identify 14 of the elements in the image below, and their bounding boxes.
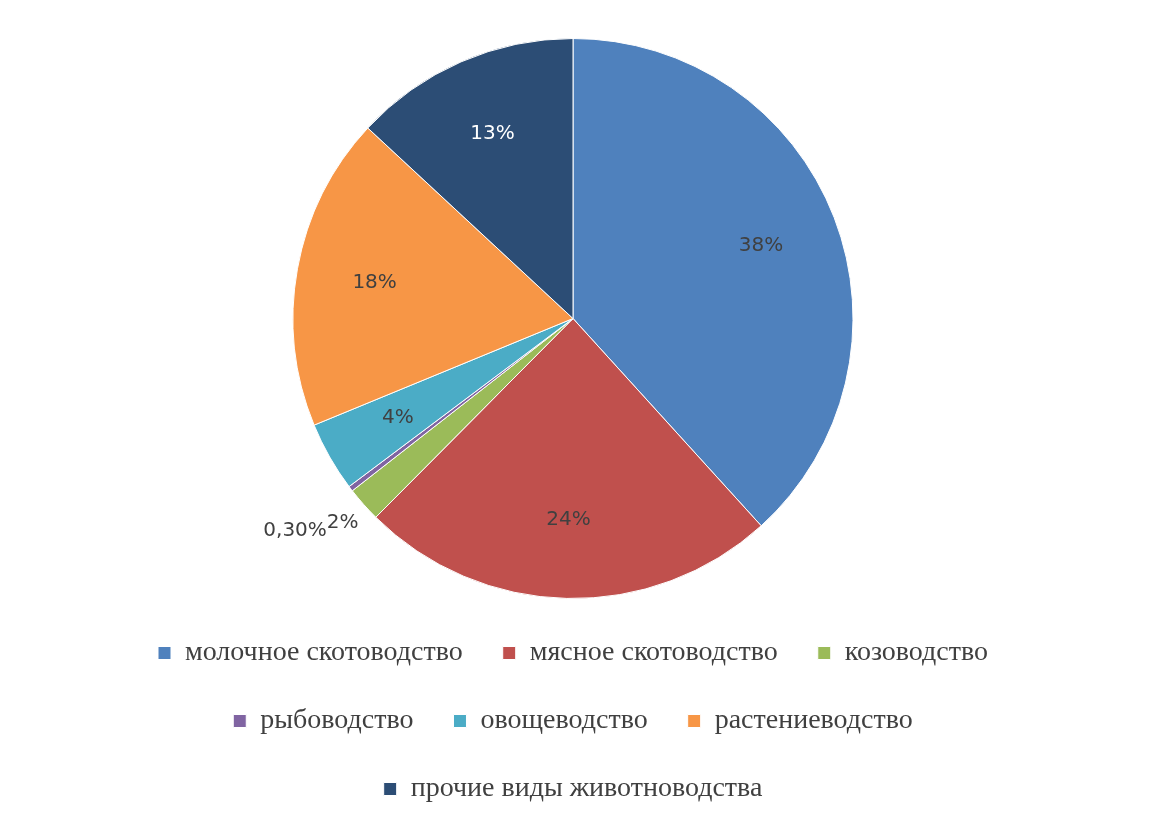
data-label: 18% (352, 268, 397, 293)
data-label: 24% (546, 506, 591, 531)
legend-label: мясное скотоводство (529, 635, 778, 667)
legend-label: растениеводство (714, 703, 913, 735)
legend-label: козоводство (844, 635, 989, 667)
data-label: 0,30% (263, 517, 327, 542)
data-label: 2% (326, 509, 359, 534)
legend-label: прочие виды животноводства (410, 771, 763, 803)
legend-label: овощеводство (480, 703, 648, 735)
legend-label: рыбоводство (260, 703, 414, 735)
data-label: 4% (381, 404, 414, 429)
legend-label: молочное скотоводство (185, 635, 463, 667)
data-label: 13% (470, 119, 515, 144)
data-label: 38% (738, 232, 784, 257)
